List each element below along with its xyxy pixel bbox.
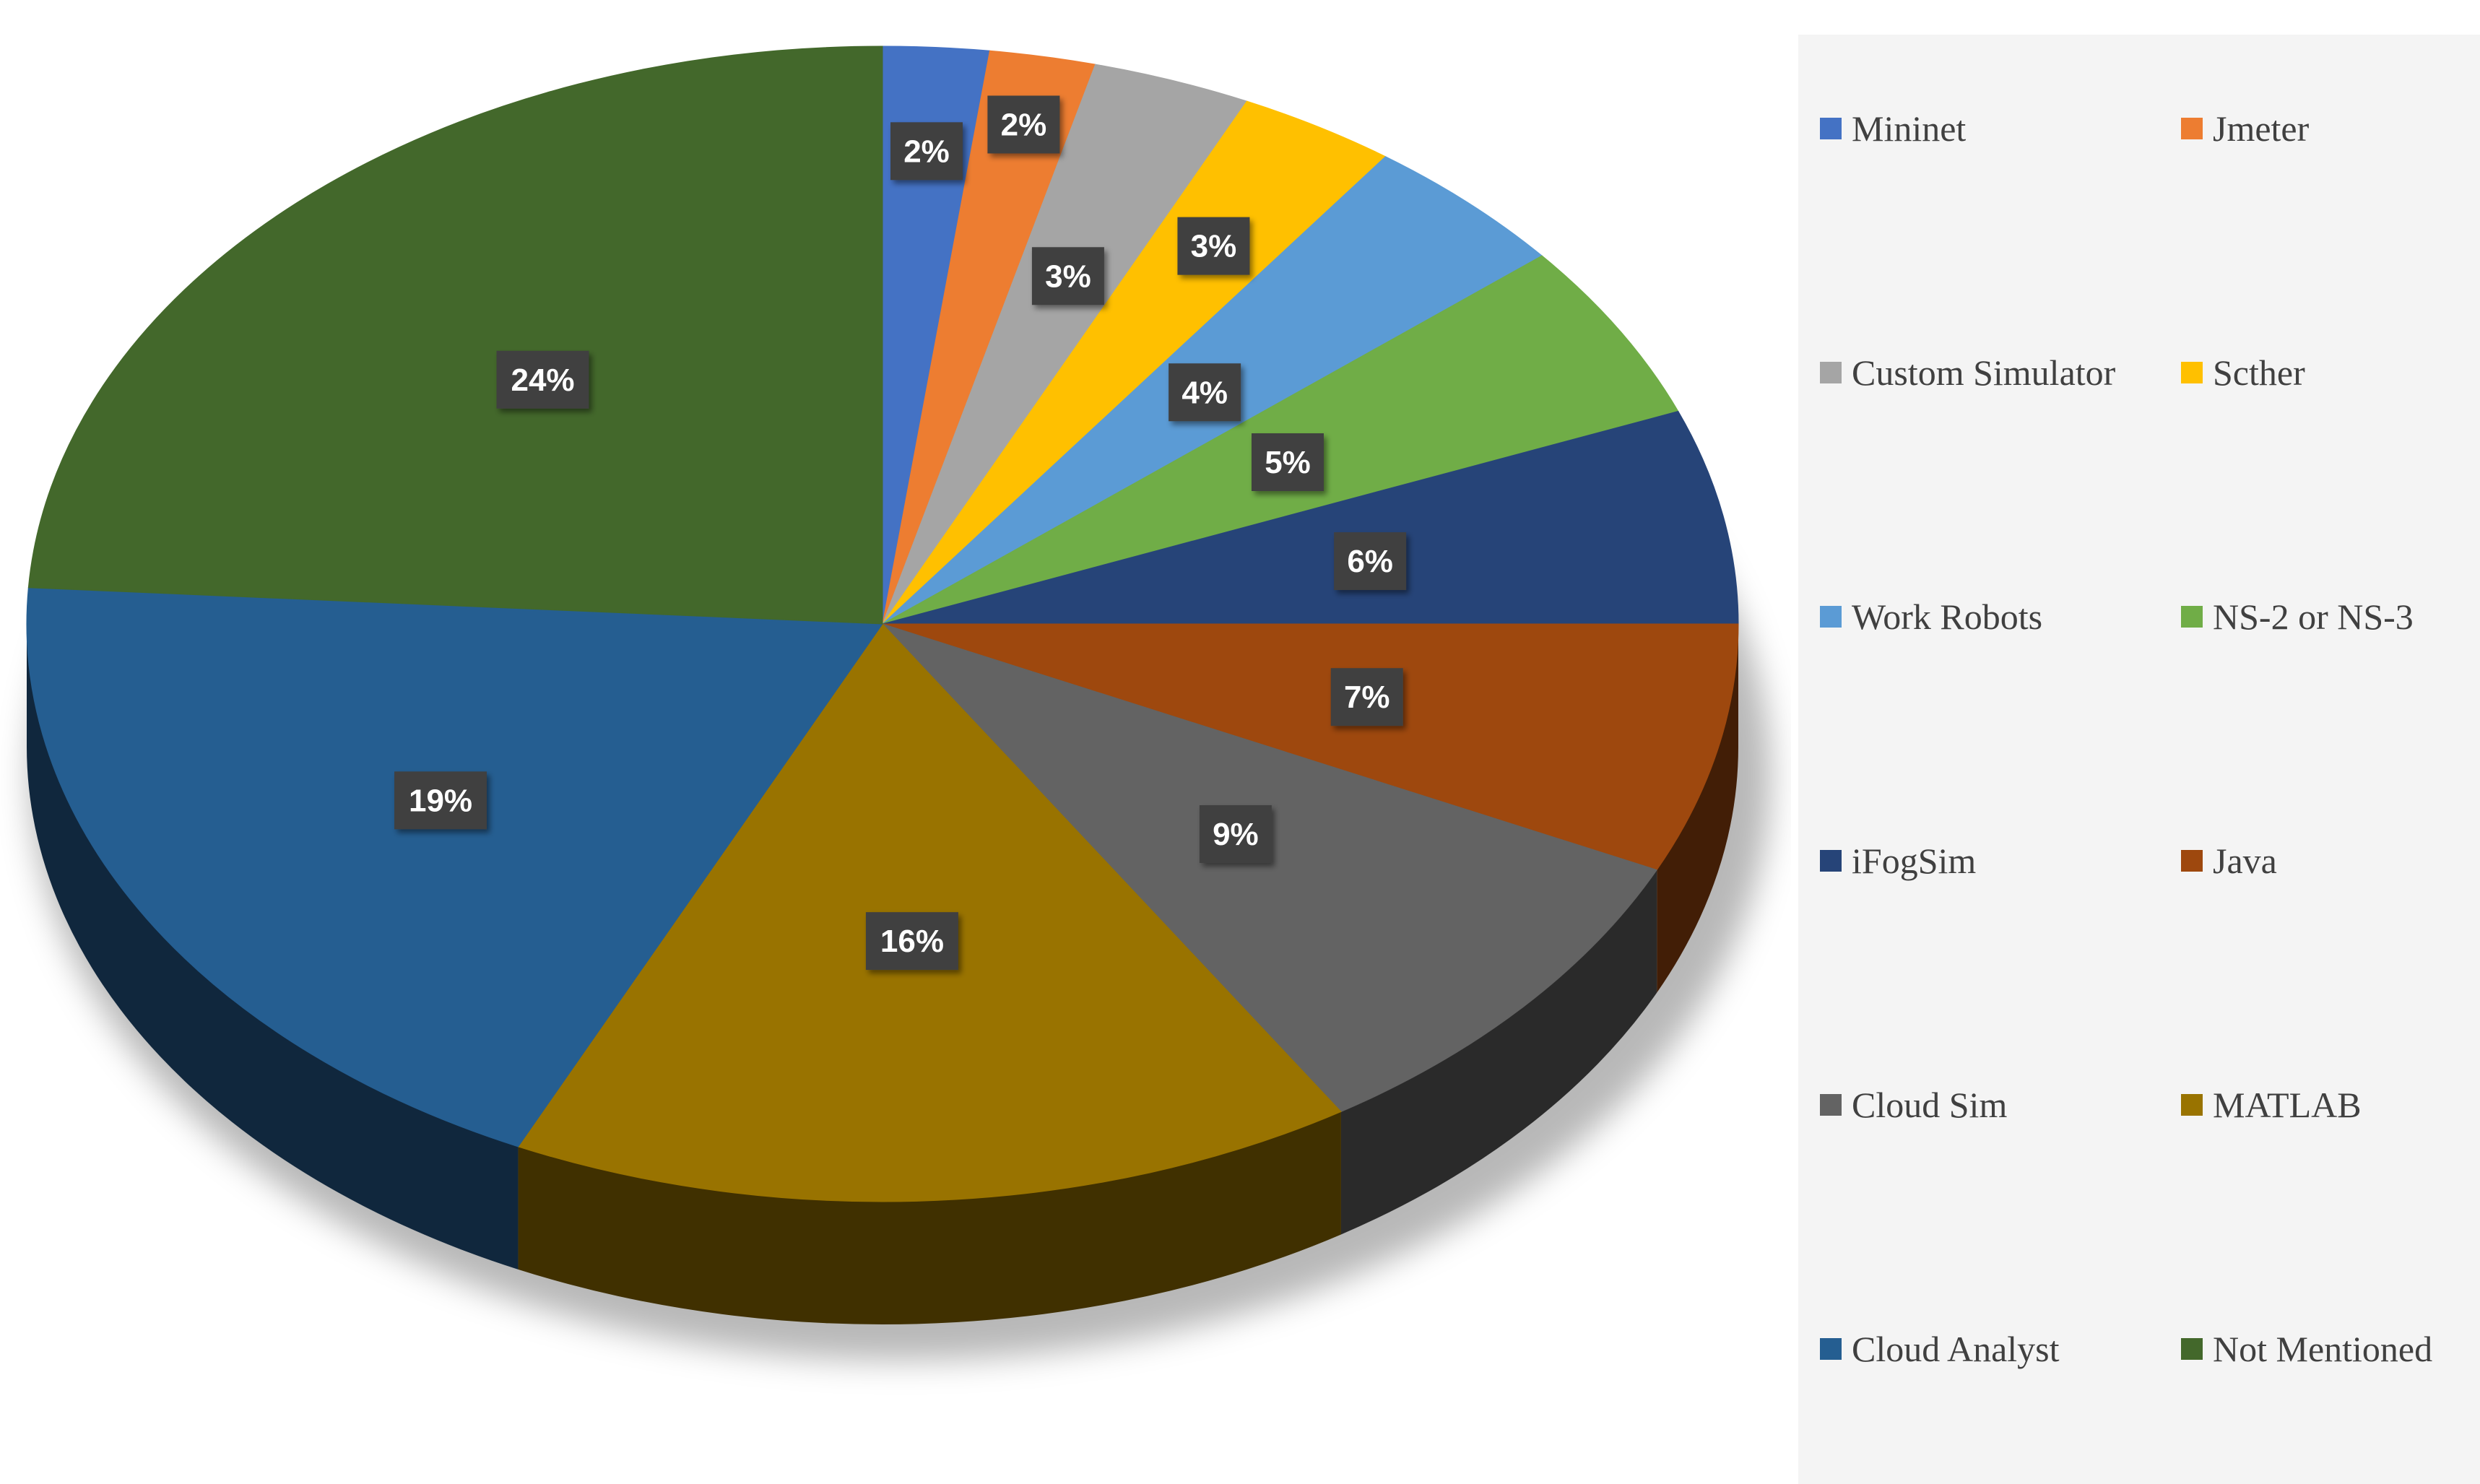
data-label-text: 3% — [1191, 229, 1237, 264]
data-label-text: 4% — [1182, 375, 1228, 410]
legend-swatch — [2181, 1338, 2203, 1360]
legend-label: Java — [2213, 841, 2277, 881]
legend-label: Cloud Analyst — [1852, 1329, 2060, 1369]
legend-label: Not Mentioned — [2213, 1329, 2433, 1369]
legend-label: Scther — [2213, 352, 2305, 393]
data-label-work-robots: 4% — [1169, 363, 1241, 422]
legend-label: iFogSim — [1852, 841, 1977, 881]
pie-slice-ifogsim — [882, 410, 1739, 625]
legend-swatch — [2181, 362, 2203, 383]
data-label-box — [865, 912, 958, 971]
legend-swatch — [2181, 1094, 2203, 1116]
legend-item-mininet: Mininet — [1820, 100, 1966, 157]
data-label-box — [1251, 433, 1324, 492]
data-label-matlab: 16% — [865, 912, 958, 971]
legend-swatch — [1820, 118, 1842, 139]
data-label-box — [890, 122, 963, 181]
legend-label: MATLAB — [2213, 1085, 2362, 1125]
data-label-text: 5% — [1265, 445, 1311, 480]
legend-swatch — [2181, 850, 2203, 872]
data-label-scther: 3% — [1177, 217, 1250, 275]
pie-slice-java — [882, 623, 1739, 871]
data-label-box — [1334, 532, 1407, 591]
legend-item-ns-2-or-ns-3: NS-2 or NS-3 — [2181, 588, 2414, 646]
legend-label: Work Robots — [1852, 596, 2043, 637]
legend-swatch — [1820, 850, 1842, 872]
data-label-mininet: 2% — [890, 122, 963, 181]
pie-plot-area: 2% 2% 3% 3% 4% 5% 6% 7% 9% 16% 19% 24% — [26, 45, 1771, 1361]
legend-item-java: Java — [2181, 832, 2277, 890]
legend-item-matlab: MATLAB — [2181, 1076, 2362, 1134]
legend: Mininet Jmeter Custom Simulator Scther Work … — [1798, 35, 2480, 1484]
data-label-box — [1199, 804, 1272, 863]
pie-data-labels: 2% 2% 3% 3% 4% 5% 6% 7% 9% 16% 19% 24% — [394, 95, 1407, 971]
legend-swatch — [1820, 1094, 1842, 1116]
data-label-box — [496, 350, 589, 409]
legend-item-jmeter: Jmeter — [2181, 100, 2309, 157]
pie-slices — [26, 45, 1739, 1202]
legend-item-scther: Scther — [2181, 344, 2305, 402]
pie-slice-not-mentioned — [27, 45, 883, 625]
legend-item-cloud-sim: Cloud Sim — [1820, 1076, 2007, 1134]
pie-slice-cloud-sim — [881, 622, 1658, 1113]
data-label-ns-2-or-ns-3: 5% — [1251, 433, 1324, 492]
legend-label: Custom Simulator — [1852, 352, 2116, 393]
data-label-text: 2% — [1001, 107, 1047, 142]
data-label-box — [987, 95, 1060, 154]
data-label-text: 7% — [1344, 680, 1390, 715]
data-label-box — [1330, 668, 1403, 726]
data-label-text: 9% — [1213, 817, 1259, 852]
legend-swatch — [2181, 606, 2203, 628]
data-label-text: 2% — [903, 134, 950, 169]
data-label-ifogsim: 6% — [1334, 532, 1407, 591]
data-label-java: 7% — [1330, 668, 1403, 726]
data-label-text: 3% — [1045, 259, 1091, 294]
pie-side-java — [1657, 624, 1738, 993]
legend-item-ifogsim: iFogSim — [1820, 832, 1976, 890]
data-label-custom-simulator: 3% — [1031, 247, 1104, 305]
pie-side-matlab — [518, 1111, 1341, 1324]
data-label-box — [1169, 363, 1241, 422]
legend-item-custom-simulator: Custom Simulator — [1820, 344, 2115, 402]
legend-item-not-mentioned: Not Mentioned — [2181, 1320, 2432, 1378]
legend-swatch — [1820, 606, 1842, 628]
legend-swatch — [1820, 362, 1842, 383]
pie-side-cloud-analyst — [27, 624, 519, 1270]
legend-item-work-robots: Work Robots — [1820, 588, 2042, 646]
legend-label: Mininet — [1852, 108, 1967, 149]
data-label-text: 6% — [1347, 544, 1393, 579]
data-label-box — [1031, 247, 1104, 305]
legend-label: NS-2 or NS-3 — [2213, 596, 2414, 637]
data-label-text: 24% — [511, 363, 574, 398]
legend-swatch — [1820, 1338, 1842, 1360]
data-label-not-mentioned: 24% — [496, 350, 589, 409]
legend-item-cloud-analyst: Cloud Analyst — [1820, 1320, 2060, 1378]
legend-swatch — [2181, 118, 2203, 139]
data-label-text: 19% — [409, 783, 472, 818]
legend-label: Jmeter — [2213, 108, 2310, 149]
data-label-cloud-sim: 9% — [1199, 804, 1272, 863]
data-label-box — [394, 771, 487, 830]
data-label-cloud-analyst: 19% — [394, 771, 487, 830]
legend-label: Cloud Sim — [1852, 1085, 2008, 1125]
pie-slice-cloud-analyst — [26, 587, 883, 1147]
data-label-jmeter: 2% — [987, 95, 1060, 154]
data-label-box — [1177, 217, 1250, 275]
data-label-text: 16% — [880, 924, 944, 959]
